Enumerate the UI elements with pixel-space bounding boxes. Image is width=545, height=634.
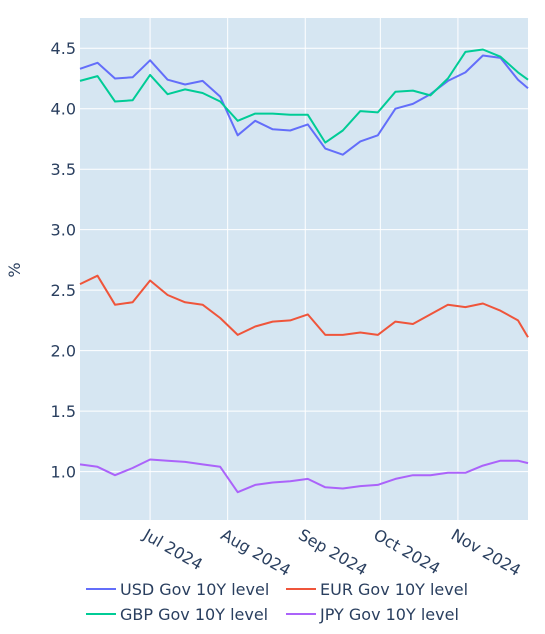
y-axis-ticks: 1.0 1.5 2.0 2.5 3.0 3.5 4.0 4.5 (51, 39, 76, 481)
y-tick-label: 3.5 (51, 160, 76, 179)
series-lines (79, 48, 529, 494)
series-line-1 (79, 274, 529, 338)
x-tick-label: Sep 2024 (295, 525, 370, 579)
y-tick-label: 1.0 (51, 463, 76, 482)
x-tick-label: Oct 2024 (370, 525, 443, 578)
legend-item[interactable]: EUR Gov 10Y level (286, 580, 468, 599)
y-tick-label: 2.0 (51, 342, 76, 361)
y-tick-label: 3.0 (51, 221, 76, 240)
legend-item[interactable]: USD Gov 10Y level (86, 580, 269, 599)
x-tick-label: Aug 2024 (218, 525, 294, 580)
legend[interactable]: USD Gov 10Y level EUR Gov 10Y level GBP Go… (86, 580, 468, 624)
legend-label: EUR Gov 10Y level (320, 580, 468, 599)
legend-item[interactable]: GBP Gov 10Y level (86, 605, 268, 624)
x-tick-label: Nov 2024 (448, 525, 524, 580)
gridlines (80, 18, 528, 520)
series-line-3 (79, 458, 529, 494)
series-line-0 (79, 54, 529, 156)
plot-background (80, 18, 528, 520)
series-line-2 (79, 48, 529, 144)
y-tick-label: 1.5 (51, 402, 76, 421)
legend-label: USD Gov 10Y level (120, 580, 269, 599)
y-tick-label: 4.5 (51, 39, 76, 58)
legend-label: JPY Gov 10Y level (319, 605, 459, 624)
legend-label: GBP Gov 10Y level (120, 605, 268, 624)
x-tick-label: Jul 2024 (139, 525, 206, 575)
legend-item[interactable]: JPY Gov 10Y level (286, 605, 459, 624)
y-tick-label: 2.5 (51, 281, 76, 300)
y-axis-label: % (5, 262, 24, 277)
x-axis-ticks: Jul 2024 Aug 2024 Sep 2024 Oct 2024 Nov 2024 (139, 525, 524, 580)
y-tick-label: 4.0 (51, 100, 76, 119)
